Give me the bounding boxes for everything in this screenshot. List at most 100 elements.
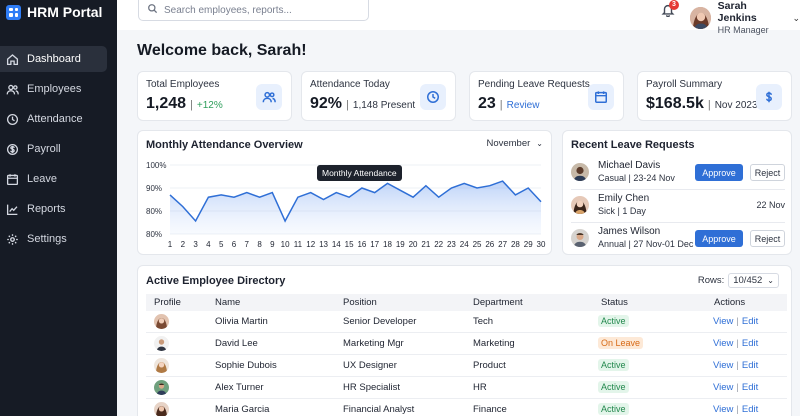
column-header: Profile bbox=[154, 297, 181, 308]
search-icon bbox=[147, 3, 158, 17]
stat-separator: | bbox=[190, 99, 193, 111]
leave-employee-name: Emily Chen bbox=[598, 193, 650, 204]
brand[interactable]: HRM Portal bbox=[6, 0, 102, 24]
status-badge: Active bbox=[598, 315, 629, 327]
view-link[interactable]: View bbox=[713, 316, 734, 327]
x-tick-label: 17 bbox=[370, 240, 379, 249]
sidebar: HRM Portal Dashboard Employees Attendanc… bbox=[0, 0, 117, 416]
view-link[interactable]: View bbox=[713, 360, 734, 371]
edit-link[interactable]: Edit bbox=[741, 338, 759, 349]
sidebar-item-payroll[interactable]: Payroll bbox=[0, 136, 107, 162]
edit-link[interactable]: Edit bbox=[741, 360, 759, 371]
stat-card-payroll[interactable]: Payroll Summary $168.5k | Nov 2023 bbox=[637, 71, 792, 121]
column-header: Actions bbox=[714, 297, 746, 308]
notifications-button[interactable]: 3 bbox=[661, 0, 679, 19]
search-input[interactable] bbox=[164, 4, 364, 16]
employee-position: HR Specialist bbox=[343, 382, 401, 393]
stat-value: $168.5k bbox=[646, 95, 704, 112]
y-tick-label: 100% bbox=[146, 161, 166, 170]
x-tick-label: 9 bbox=[270, 240, 275, 249]
sidebar-item-attendance[interactable]: Attendance bbox=[0, 106, 107, 132]
user-menu[interactable]: Sarah Jenkins HR Manager ⌄ bbox=[690, 0, 800, 36]
avatar bbox=[571, 229, 589, 247]
rows-per-page: Rows: 10/452 ⌄ bbox=[698, 273, 779, 288]
x-tick-label: 18 bbox=[383, 240, 392, 249]
rows-value: 10/452 bbox=[733, 275, 763, 286]
status-badge: Active bbox=[598, 381, 629, 393]
view-link[interactable]: View bbox=[713, 382, 734, 393]
table-header: Profile Name Position Department Status … bbox=[146, 294, 787, 311]
y-tick-label: 80% bbox=[146, 230, 162, 239]
sidebar-item-label: Leave bbox=[27, 173, 57, 185]
avatar bbox=[571, 196, 589, 214]
x-tick-label: 15 bbox=[345, 240, 354, 249]
x-tick-label: 13 bbox=[319, 240, 328, 249]
sidebar-item-label: Payroll bbox=[27, 143, 61, 155]
action-separator: | bbox=[736, 338, 739, 349]
stat-value: 1,248 bbox=[146, 95, 187, 112]
employee-department: Tech bbox=[473, 316, 494, 327]
avatar bbox=[571, 163, 589, 181]
x-tick-label: 4 bbox=[206, 240, 211, 249]
approve-button[interactable]: Approve bbox=[695, 164, 743, 181]
stat-card-pending-leave[interactable]: Pending Leave Requests 23 | Review bbox=[469, 71, 624, 121]
y-tick-label: 80% bbox=[146, 207, 162, 216]
view-link[interactable]: View bbox=[713, 404, 734, 415]
edit-link[interactable]: Edit bbox=[741, 382, 759, 393]
stat-card-attendance[interactable]: Attendance Today 92% | 1,148 Present bbox=[301, 71, 456, 121]
x-tick-label: 29 bbox=[524, 240, 533, 249]
sidebar-item-reports[interactable]: Reports bbox=[0, 196, 107, 222]
dollar-icon bbox=[756, 84, 782, 110]
review-link[interactable]: Review bbox=[506, 100, 540, 111]
month-select[interactable]: November ⌄ bbox=[486, 138, 543, 149]
column-header: Name bbox=[215, 297, 241, 308]
leave-requests-title: Recent Leave Requests bbox=[571, 139, 695, 151]
table-row: Alex Turner HR Specialist HR Active View… bbox=[146, 377, 787, 399]
attendance-chart-card: Monthly Attendance Overview November ⌄ 1… bbox=[137, 130, 552, 255]
employee-department: HR bbox=[473, 382, 487, 393]
leave-request-item: Emily Chen Sick | 1 Day 22 Nov bbox=[571, 192, 785, 218]
x-tick-label: 24 bbox=[460, 240, 469, 249]
leave-request-item: Michael Davis Casual | 23-24 Nov Approve… bbox=[571, 159, 785, 185]
sidebar-item-leave[interactable]: Leave bbox=[0, 166, 107, 192]
sidebar-item-settings[interactable]: Settings bbox=[0, 226, 107, 252]
x-tick-label: 3 bbox=[193, 240, 198, 249]
chart-icon bbox=[6, 203, 19, 216]
x-tick-label: 6 bbox=[232, 240, 237, 249]
stat-card-total-employees[interactable]: Total Employees 1,248 | +12% bbox=[137, 71, 292, 121]
x-tick-label: 16 bbox=[357, 240, 366, 249]
leave-date: 22 Nov bbox=[756, 200, 785, 210]
clock-icon bbox=[420, 84, 446, 110]
employee-position: UX Designer bbox=[343, 360, 397, 371]
approve-button[interactable]: Approve bbox=[695, 230, 743, 247]
users-icon bbox=[6, 83, 19, 96]
x-tick-label: 25 bbox=[473, 240, 482, 249]
column-header: Status bbox=[601, 297, 628, 308]
leave-detail: Sick | 1 Day bbox=[598, 206, 646, 216]
rows-select[interactable]: 10/452 ⌄ bbox=[728, 273, 779, 288]
stat-detail: 1,148 Present bbox=[352, 100, 416, 111]
reject-button[interactable]: Reject bbox=[750, 230, 785, 247]
rows-label: Rows: bbox=[697, 275, 725, 286]
home-icon bbox=[6, 53, 19, 66]
x-tick-label: 30 bbox=[537, 240, 546, 249]
attendance-area bbox=[170, 181, 541, 234]
stat-value: 92% bbox=[310, 95, 343, 112]
avatar bbox=[154, 402, 169, 416]
x-tick-label: 14 bbox=[332, 240, 341, 249]
sidebar-item-employees[interactable]: Employees bbox=[0, 76, 107, 102]
chevron-down-icon: ⌄ bbox=[767, 276, 774, 285]
action-separator: | bbox=[736, 404, 739, 415]
dollar-icon bbox=[6, 143, 19, 156]
sidebar-item-dashboard[interactable]: Dashboard bbox=[0, 46, 107, 72]
edit-link[interactable]: Edit bbox=[741, 404, 759, 415]
x-tick-label: 5 bbox=[219, 240, 224, 249]
edit-link[interactable]: Edit bbox=[741, 316, 759, 327]
x-tick-label: 27 bbox=[498, 240, 507, 249]
leave-detail: Casual | 23-24 Nov bbox=[598, 173, 675, 183]
users-icon bbox=[256, 84, 282, 110]
view-link[interactable]: View bbox=[713, 338, 734, 349]
reject-button[interactable]: Reject bbox=[750, 164, 785, 181]
sidebar-item-label: Dashboard bbox=[27, 53, 81, 65]
chevron-down-icon: ⌄ bbox=[536, 139, 543, 148]
